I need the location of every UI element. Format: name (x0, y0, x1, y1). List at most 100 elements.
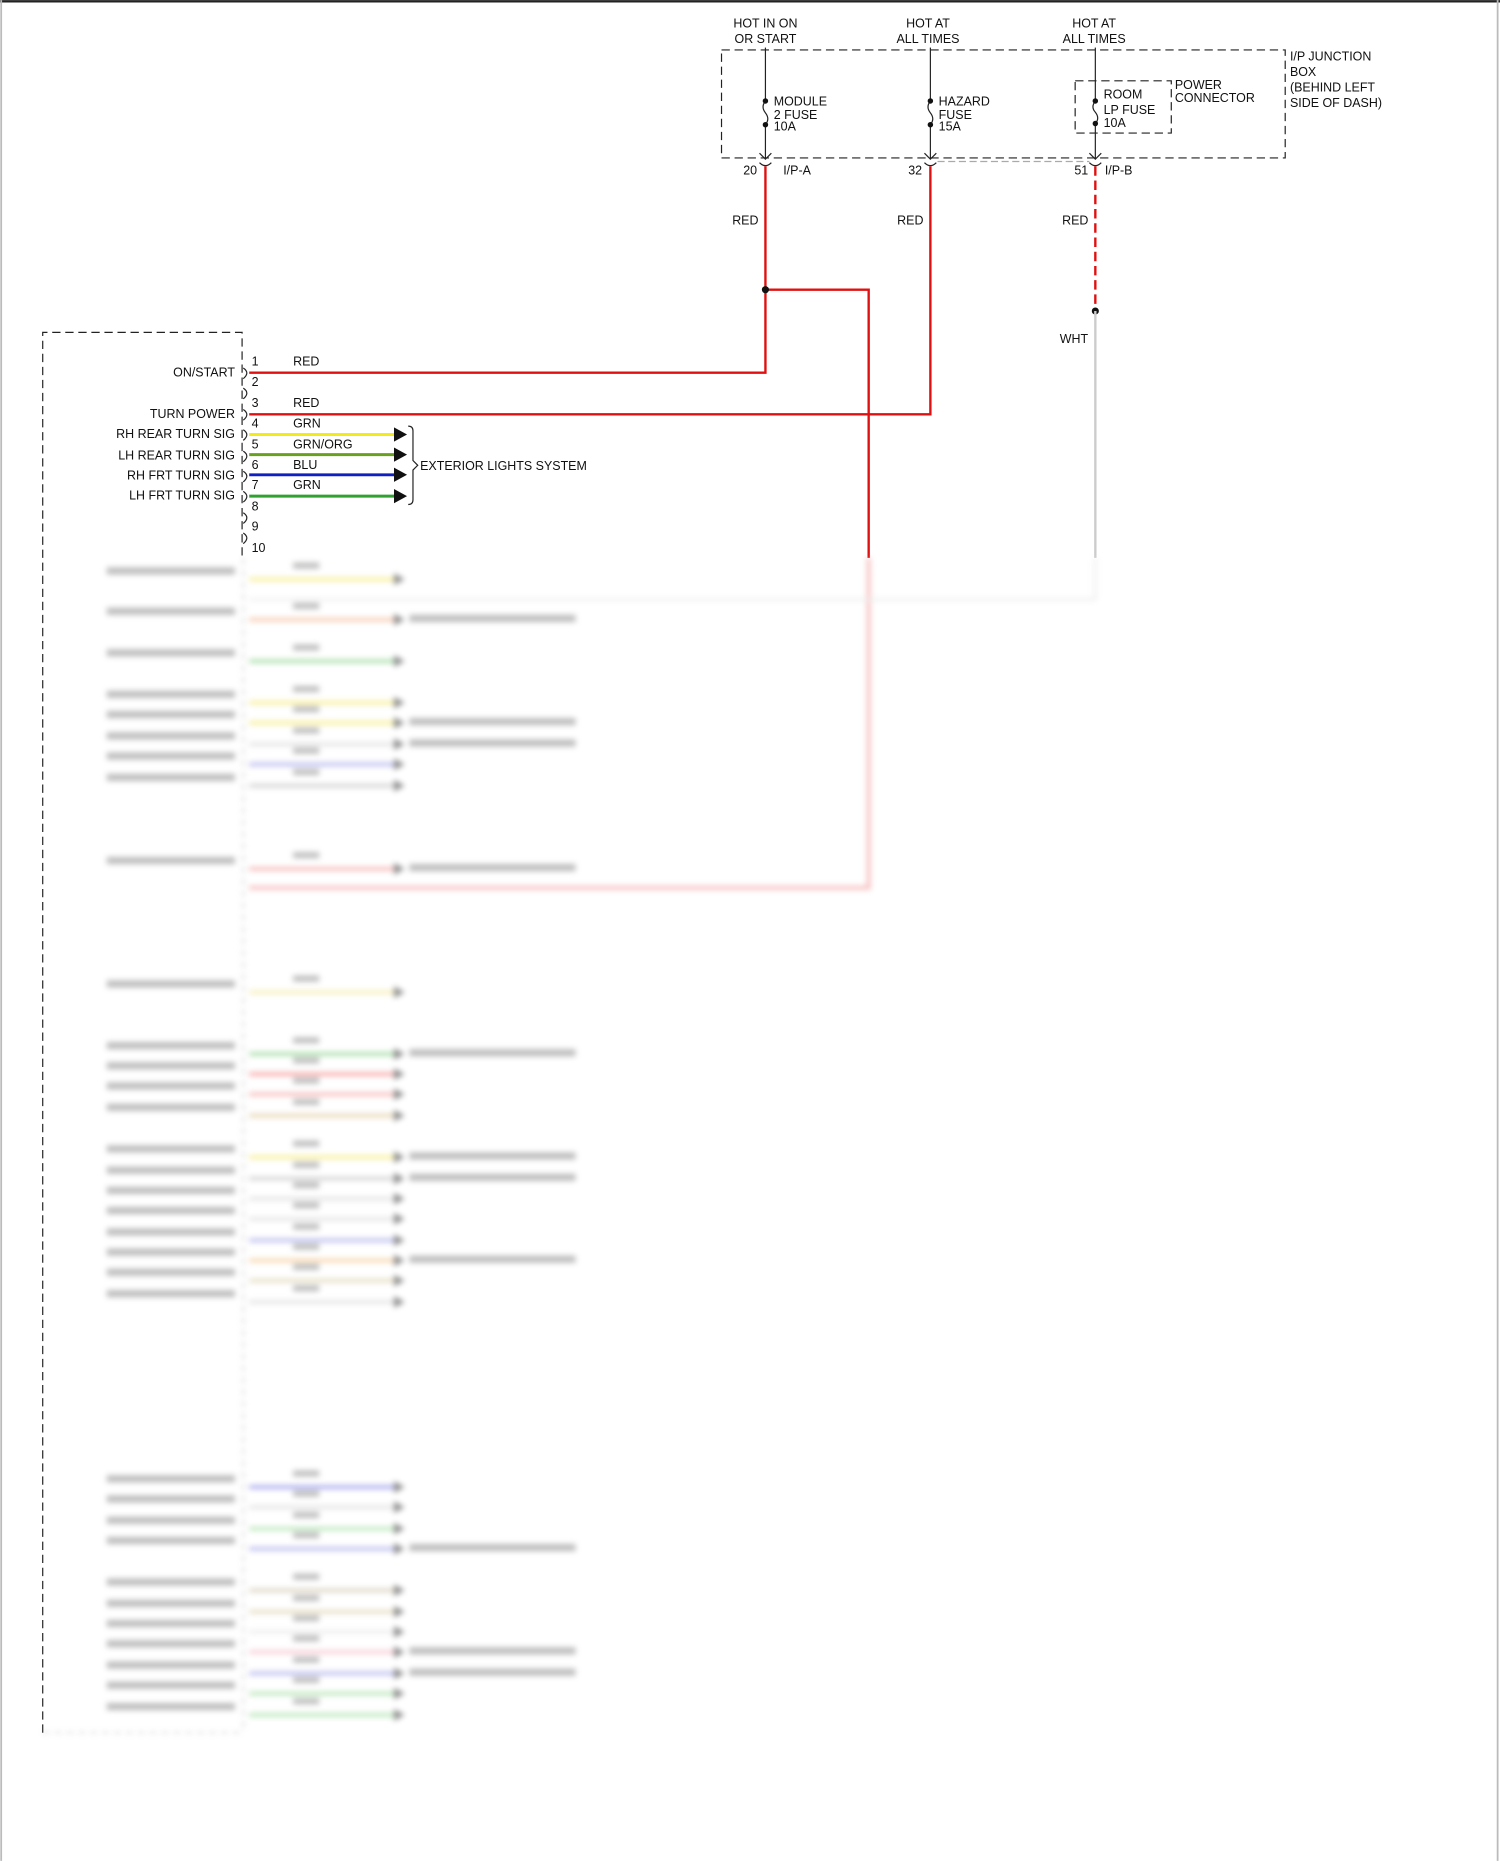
junction-box-label: (BEHIND LEFT (1290, 80, 1375, 94)
blurred-mark (393, 696, 405, 709)
fuse-label: 15A (939, 120, 962, 134)
blurred-mark (293, 1037, 320, 1044)
blurred-mark (106, 607, 235, 615)
blurred-mark (106, 1290, 235, 1298)
power-connector-label: POWER (1175, 78, 1222, 92)
connector-name: I/P-B (1105, 164, 1133, 178)
blurred-mark (293, 1615, 320, 1622)
circuit-label: ON/START (173, 365, 235, 379)
blurred-mark (106, 1661, 235, 1669)
blurred-mark (106, 773, 235, 781)
source-label: ALL TIMES (897, 32, 960, 46)
source-label: HOT AT (906, 16, 950, 30)
blurred-mark (393, 1234, 405, 1247)
splice-dot (761, 286, 769, 294)
circuit-label: RH REAR TURN SIG (116, 427, 235, 441)
pin-number: 5 (252, 438, 259, 452)
connector-pin: 51 (1074, 164, 1088, 178)
blurred-mark (293, 644, 320, 651)
wire-color-label: RED (293, 355, 319, 369)
fuse-module-2 (759, 47, 772, 160)
blurred-mark (106, 1207, 235, 1215)
blurred-mark (409, 1255, 576, 1263)
blurred-mark (293, 1223, 320, 1230)
blurred-mark (106, 1166, 235, 1174)
blurred-mark (106, 1703, 235, 1711)
blurred-mark (393, 1542, 405, 1555)
blurred-mark (393, 862, 405, 875)
pin-number: 6 (252, 458, 259, 472)
blurred-mark (293, 1698, 320, 1705)
blurred-mark (393, 1274, 405, 1287)
wire-color-label: BLU (293, 458, 317, 472)
pin-number: 4 (252, 416, 259, 430)
blurred-mark (293, 1140, 320, 1147)
circuit-label: TURN POWER (150, 407, 235, 421)
blurred-mark (393, 655, 405, 668)
circuit-label: LH FRT TURN SIG (129, 489, 235, 503)
blurred-mark (393, 1584, 405, 1597)
blurred-mark (106, 1681, 235, 1689)
blurred-mark (393, 1109, 405, 1122)
blurred-mark (106, 1536, 235, 1545)
blurred-mark (293, 1161, 320, 1168)
pin-number: 8 (252, 499, 259, 513)
blurred-mark (393, 1296, 405, 1308)
source-label: ALL TIMES (1063, 32, 1126, 46)
blurred-mark (293, 747, 320, 754)
module-pins: 1 2 3 4 5 6 7 8 9 10 (242, 355, 266, 555)
blurred-mark (293, 1470, 320, 1477)
blurred-mark (293, 602, 320, 609)
blurred-mark (293, 1099, 320, 1105)
blurred-mark (106, 980, 235, 988)
fuse-label: HAZARD (939, 95, 990, 109)
blurred-mark (293, 1202, 320, 1209)
blurred-mark (393, 1192, 405, 1205)
blurred-mark (409, 718, 576, 726)
connector-pin: 32 (908, 164, 922, 178)
connector-pin: 20 (743, 164, 757, 178)
wire-color-label: GRN/ORG (293, 438, 353, 452)
blurred-mark (293, 686, 320, 692)
blurred-mark (409, 1173, 576, 1181)
blurred-mark (393, 1068, 405, 1081)
blurred-mark (409, 1544, 576, 1552)
wire-splice-branch (765, 288, 870, 558)
fuse-label: ROOM (1104, 88, 1143, 102)
blurred-mark (106, 567, 235, 575)
blurred-mark (293, 852, 320, 859)
blurred-mark (106, 690, 235, 698)
blurred-mark (106, 1082, 235, 1090)
blurred-mark (106, 649, 235, 657)
pin-number: 9 (252, 520, 259, 534)
wire-color-label: RED (897, 213, 923, 227)
wire-color-label: RED (1062, 213, 1088, 227)
blurred-mark (393, 1151, 405, 1164)
blurred-mark (106, 1103, 235, 1111)
blurred-mark (293, 1182, 320, 1189)
blurred-mark (106, 856, 235, 865)
blurred-mark (106, 1186, 235, 1194)
blurred-mark (393, 1172, 405, 1185)
blurred-mark (106, 1619, 235, 1628)
junction-box-outline (720, 49, 1286, 159)
circuit-label: LH REAR TURN SIG (118, 448, 235, 462)
blurred-mark (409, 1049, 576, 1057)
blurred-mark (293, 1077, 320, 1084)
blurred-mark (106, 1248, 235, 1256)
connector-symbols (759, 162, 1102, 167)
blurred-mark (409, 739, 576, 747)
blurred-mark (293, 1532, 320, 1539)
blurred-mark (393, 1501, 405, 1514)
blurred-mark (393, 1646, 405, 1658)
blurred-mark (393, 573, 405, 586)
blurred-mark (293, 1243, 320, 1250)
blurred-mark (409, 1647, 576, 1655)
wire-color-label: GRN (293, 478, 321, 492)
blurred-mark (106, 1578, 235, 1586)
circuit-label: RH FRT TURN SIG (127, 469, 235, 483)
blurred-mark (293, 1595, 320, 1601)
blurred-mark (106, 1228, 235, 1236)
blurred-mark (293, 975, 320, 982)
